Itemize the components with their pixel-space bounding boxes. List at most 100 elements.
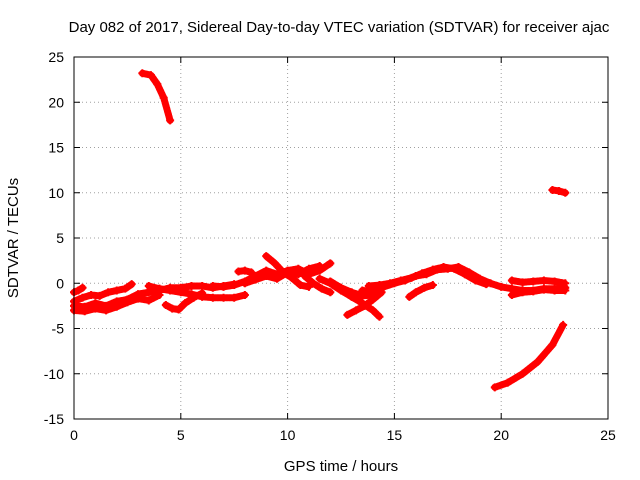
data-point [95, 291, 104, 300]
series-core-band-17 [407, 283, 435, 299]
data-point [300, 272, 309, 281]
data-point [161, 300, 170, 309]
data-point [78, 293, 87, 302]
data-point [550, 286, 559, 295]
data-point [369, 306, 378, 315]
axes: 0 5 10 15 20 25 -15 -10 -5 0 5 10 15 20 25 [44, 49, 616, 443]
data-point [159, 93, 168, 102]
data-point [503, 378, 512, 387]
data-point [262, 272, 271, 281]
data-point [420, 283, 429, 292]
data-point [74, 286, 83, 295]
data-point [279, 268, 288, 277]
data-point [315, 274, 324, 283]
data-point [78, 283, 87, 292]
data-point [102, 306, 111, 315]
y-tick-label: 25 [48, 49, 64, 65]
data-point [219, 282, 228, 291]
y-tick-label: 0 [56, 275, 64, 291]
y-tick-label: 15 [48, 140, 64, 156]
data-point [497, 282, 506, 291]
data-point [91, 304, 100, 313]
data-point [198, 292, 207, 301]
data-point [166, 286, 175, 295]
data-point [187, 281, 196, 290]
data-point [296, 281, 305, 290]
data-point [240, 291, 249, 300]
data-point [270, 259, 279, 268]
data-point [315, 262, 324, 271]
data-point [309, 279, 318, 288]
y-tick-label: -10 [44, 366, 64, 382]
data-point [482, 280, 491, 289]
data-point [369, 295, 378, 304]
data-point [561, 279, 570, 288]
data-point [539, 276, 548, 285]
data-point [533, 357, 542, 366]
data-point [104, 288, 113, 297]
data-point [240, 266, 249, 275]
data-point [428, 265, 437, 274]
data-point [112, 286, 121, 295]
data-point [337, 283, 345, 292]
data-point [219, 293, 228, 302]
data-point [450, 264, 459, 273]
data-point [230, 293, 239, 302]
data-point [554, 186, 563, 195]
series-core-band-6 [147, 284, 247, 300]
x-tick-label: 25 [600, 427, 616, 443]
data-point [360, 301, 369, 310]
data-point [559, 320, 568, 329]
data-point [539, 285, 548, 294]
data-point [375, 312, 384, 321]
data-point [187, 290, 196, 299]
data-point [80, 307, 89, 316]
data-point [326, 277, 335, 286]
data-point [174, 305, 183, 314]
data-point [134, 294, 143, 303]
data-point [411, 288, 420, 297]
x-tick-label: 15 [387, 427, 403, 443]
x-axis-label: GPS time / hours [284, 458, 398, 475]
data-point [262, 252, 271, 261]
data-point [247, 268, 256, 277]
data-point [326, 288, 335, 297]
x-tick-label: 5 [177, 427, 185, 443]
y-tick-label: 5 [56, 230, 64, 246]
y-tick-label: -15 [44, 411, 64, 427]
data-point [176, 288, 185, 297]
data-point [471, 276, 480, 285]
data-point [87, 291, 96, 300]
series-core-band-11 [303, 274, 332, 294]
data-point [181, 299, 190, 308]
data-point [317, 284, 326, 293]
data-point [112, 302, 121, 311]
data-point [343, 310, 352, 319]
data-point [375, 281, 384, 290]
data-point [529, 277, 538, 286]
data-point [396, 276, 405, 285]
series-core-band-1 [72, 282, 236, 309]
data-point [144, 296, 153, 305]
data-point [198, 281, 207, 290]
data-point [507, 276, 516, 285]
data-point [123, 298, 132, 307]
data-point [166, 116, 175, 125]
data-point [548, 340, 557, 349]
data-point [364, 281, 373, 290]
data-point [351, 306, 360, 315]
data-point [550, 277, 559, 286]
y-tick-label: 10 [48, 185, 64, 201]
data-point [407, 273, 416, 282]
data-point [326, 259, 335, 268]
data-point [518, 369, 527, 378]
data-point [405, 292, 414, 301]
data-point [138, 69, 147, 78]
data-point [418, 269, 427, 278]
y-tick-label: 20 [48, 94, 64, 110]
data-point [358, 286, 367, 295]
data-point [490, 383, 499, 392]
data-point [240, 279, 249, 288]
data-point [460, 270, 469, 279]
